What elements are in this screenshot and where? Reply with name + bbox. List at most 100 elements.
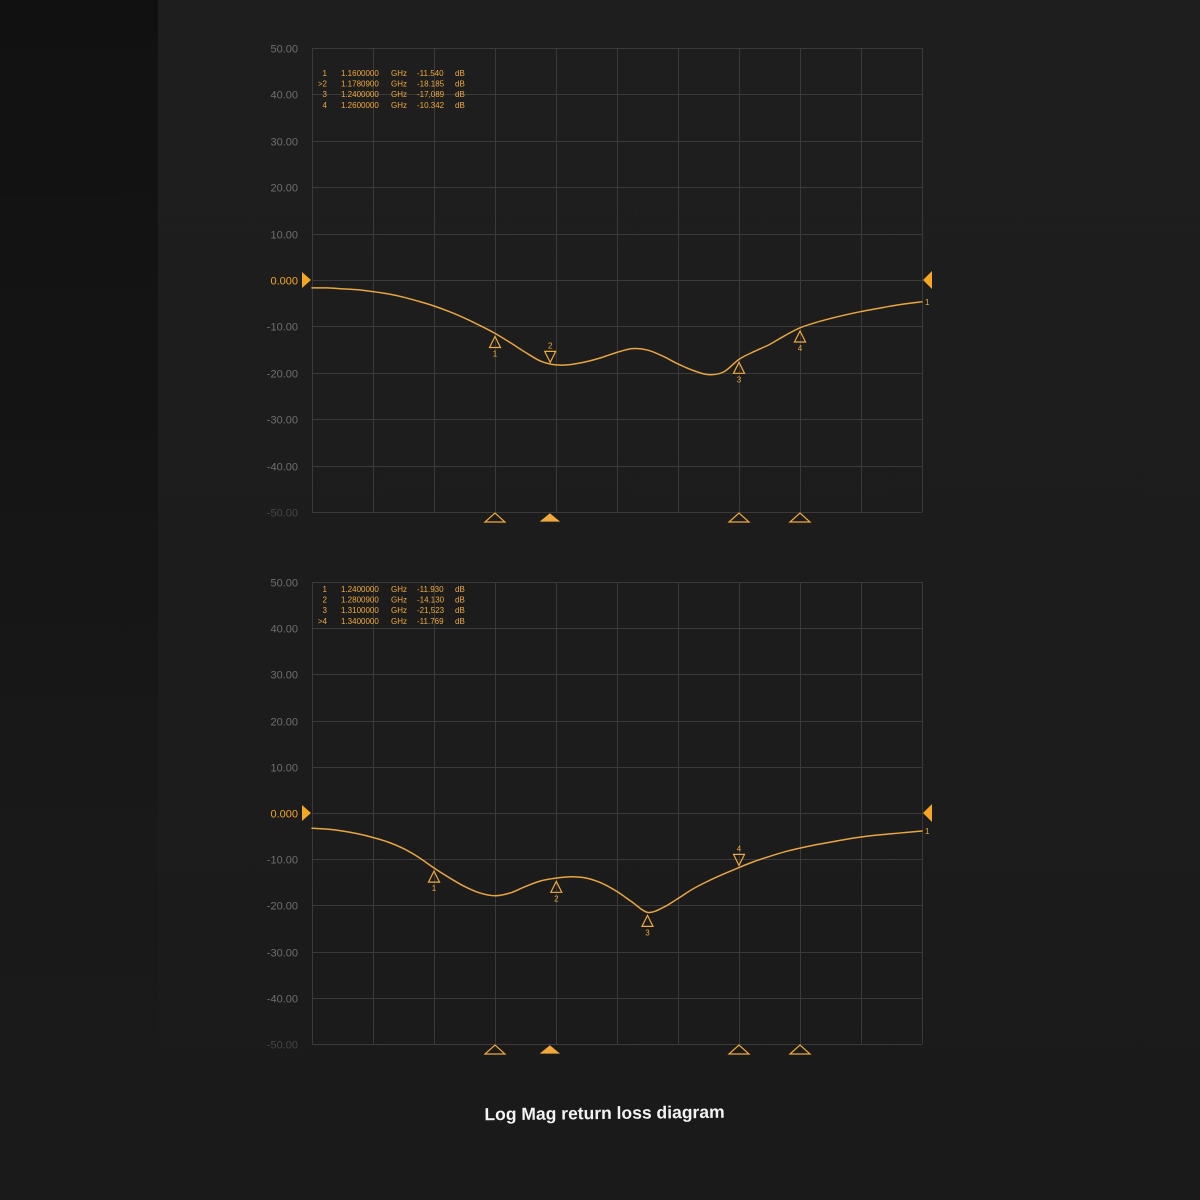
y-tick-label: -50.00 (267, 1040, 298, 1052)
marker-frequency-unit: GHz (391, 606, 407, 615)
marker-triangle (427, 869, 441, 883)
marker-indicator (788, 512, 812, 523)
marker-table-row: >4 1.3400000 GHz -11.769 dB (318, 617, 465, 626)
marker-triangle (488, 335, 502, 349)
marker-number: 4 (323, 101, 328, 110)
marker-value-unit: dB (455, 101, 465, 110)
marker: 2 (543, 341, 557, 364)
marker-table: 1 1.1600000 GHz -11.540 dB >2 1.1780900 GHz -18.… (318, 69, 465, 110)
y-tick-label: 30.00 (270, 670, 298, 682)
marker: 4 (732, 844, 746, 867)
y-tick-label: 20.00 (270, 183, 298, 195)
y-tick-label: 20.00 (270, 717, 298, 729)
plot-grid (312, 48, 923, 513)
marker-table-row: 3 1.2400000 GHz -17,089 dB (323, 90, 465, 99)
marker-frequency-unit: GHz (391, 585, 407, 594)
marker-indicator (483, 1044, 507, 1055)
marker-indicator-row (483, 1044, 812, 1055)
marker-triangle (732, 853, 746, 867)
marker-frequency-unit: GHz (391, 101, 407, 110)
marker-table-row: 3 1.3100000 GHz -21,523 dB (323, 606, 465, 615)
marker-number: >4 (318, 617, 328, 626)
marker-indicator (727, 1044, 751, 1055)
marker-value-unit: dB (455, 596, 465, 605)
marker-label: 2 (554, 894, 559, 903)
trace-line (311, 827, 923, 914)
marker-frequency: 1.2400000 (341, 585, 379, 594)
marker-value-unit: dB (455, 606, 465, 615)
marker-triangle (732, 360, 746, 374)
figure-caption: Log Mag return loss diagram (484, 1102, 724, 1125)
marker-value: -14.130 (417, 596, 445, 605)
reference-level-marker-left (302, 805, 311, 821)
y-tick-label: -10.00 (267, 855, 298, 867)
marker-value: -11.930 (417, 585, 444, 594)
marker-frequency: 1.2600000 (341, 101, 379, 110)
marker-value-unit: dB (455, 585, 465, 594)
marker-frequency: 1.3400000 (341, 617, 379, 626)
marker-indicator (539, 1045, 561, 1054)
reference-level-marker-right (923, 804, 932, 822)
marker-table-row: >2 1.1780900 GHz -18.185 dB (318, 80, 465, 89)
marker-value-unit: dB (455, 80, 465, 89)
marker-label: 4 (798, 344, 803, 353)
y-tick-label: 40.00 (270, 90, 298, 102)
y-tick-label: -10.00 (267, 322, 298, 334)
y-tick-label: 50.00 (270, 44, 298, 56)
y-tick-label: -20.00 (267, 901, 298, 913)
marker-label: 1 (432, 884, 437, 893)
y-tick-label: 30.00 (270, 137, 298, 149)
marker-frequency: 1.1780900 (341, 80, 379, 89)
marker-triangle (641, 914, 654, 928)
y-tick-label: 50.00 (270, 578, 298, 590)
marker-frequency: 1.2400000 (341, 90, 379, 99)
marker-value-unit: dB (455, 69, 465, 78)
marker-frequency-unit: GHz (391, 617, 407, 626)
marker-frequency-unit: GHz (391, 69, 407, 78)
marker-number: 3 (323, 90, 328, 99)
marker: 4 (793, 329, 807, 353)
marker-table: 1 1.2400000 GHz -11.930 dB 2 1.2800900 GHz -14.1… (318, 585, 465, 626)
trace-line (311, 287, 923, 376)
return-loss-chart-upper: 50.00 40.00 30.00 20.00 10.00 0.000 -10.00 -20.… (267, 44, 932, 523)
marker: 2 (549, 879, 563, 903)
y-tick-label: -30.00 (267, 415, 298, 427)
y-tick-label: -30.00 (267, 948, 298, 960)
marker-table-row: 1 1.2400000 GHz -11.930 dB (323, 585, 465, 594)
marker-frequency: 1.3100000 (341, 606, 379, 615)
marker-value: -18.185 (417, 80, 445, 89)
y-tick-label: -20.00 (267, 369, 298, 381)
marker: 1 (427, 869, 441, 893)
marker-indicator-row (483, 512, 812, 523)
return-loss-chart-lower: 50.00 40.00 30.00 20.00 10.00 0.000 -10.00 -20.… (267, 578, 932, 1055)
marker-number: 1 (323, 69, 328, 78)
trace-number-label: 1 (925, 298, 930, 307)
marker-frequency-unit: GHz (391, 596, 407, 605)
marker-indicator (483, 512, 507, 523)
marker-table-row: 1 1.1600000 GHz -11.540 dB (323, 69, 465, 78)
marker-table-row: 4 1.2600000 GHz -10.342 dB (323, 101, 465, 110)
marker-label: 3 (737, 375, 742, 384)
marker-value-unit: dB (455, 617, 465, 626)
marker-value: -17,089 (417, 90, 445, 99)
marker-number: >2 (318, 80, 328, 89)
marker-value: -11.769 (417, 617, 444, 626)
marker-indicator (727, 512, 751, 523)
background-shade (0, 0, 158, 1200)
marker-number: 2 (323, 596, 328, 605)
marker: 3 (732, 360, 746, 384)
plot-grid (312, 582, 923, 1045)
y-tick-label: 10.00 (270, 763, 298, 775)
marker-frequency-unit: GHz (391, 80, 407, 89)
marker-triangle (549, 879, 563, 893)
marker-indicator (788, 1044, 812, 1055)
marker-label: 3 (645, 928, 650, 937)
marker-triangle (793, 329, 807, 343)
marker-value: -10.342 (417, 101, 445, 110)
marker-frequency-unit: GHz (391, 90, 407, 99)
y-tick-label: -40.00 (267, 994, 298, 1006)
marker-number: 3 (323, 606, 328, 615)
marker-indicator (539, 513, 561, 522)
y-tick-label: 0.000 (270, 809, 298, 821)
